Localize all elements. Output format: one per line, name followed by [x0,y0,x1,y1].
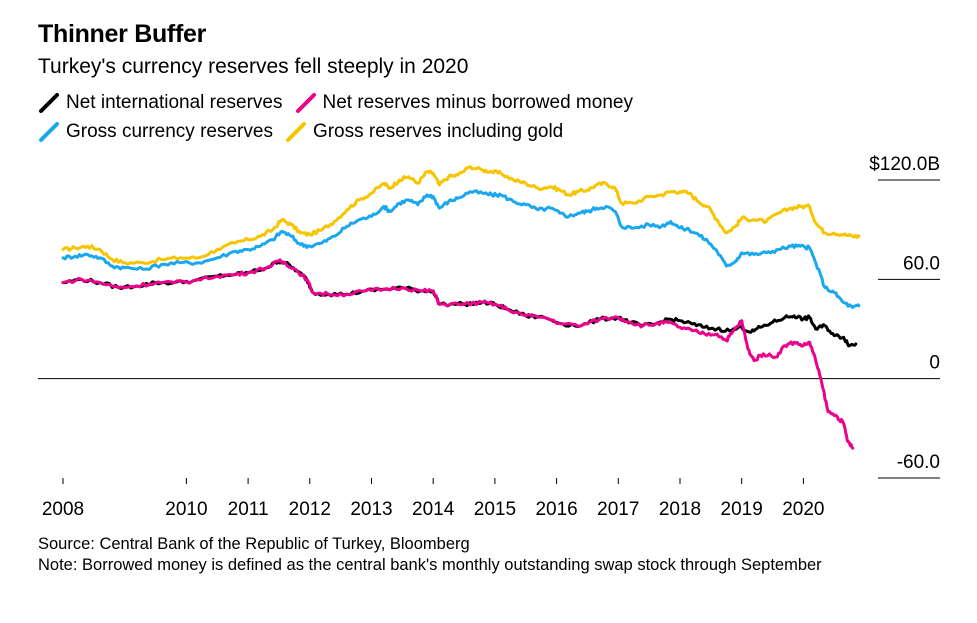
x-tick-label: 2018 [659,499,701,520]
x-tick-label: 2017 [597,499,639,520]
y-tick-label: 0 [929,353,940,374]
x-tick-label: 2014 [412,499,455,520]
x-tick-label: 2015 [474,499,516,520]
x-tick-label: 2019 [721,499,763,520]
legend-item-net-minus-borrowed: Net reserves minus borrowed money [295,92,633,114]
legend-row-2: Gross currency reserves Gross reserves i… [38,121,575,143]
series-line-gross-reserves-including-gold [61,165,861,266]
legend-item-gross-including-gold: Gross reserves including gold [285,121,563,143]
x-tick-label: 2010 [165,499,207,520]
chart-title: Thinner Buffer [38,20,207,48]
series-line-net-reserves-minus-borrowed-money [61,258,855,450]
legend-swatch-net-international [39,93,59,113]
x-tick-label: 2013 [350,499,392,520]
x-tick-label: 2016 [535,499,577,520]
x-tick-label: 2011 [228,499,269,520]
y-tick-label: -60.0 [897,452,940,473]
x-tick-label: 2020 [782,499,824,520]
legend-item-net-international: Net international reserves [38,92,283,114]
x-tick-label: 2008 [42,499,84,520]
x-tick-label: 2012 [289,499,331,520]
chart-subtitle: Turkey's currency reserves fell steeply … [38,55,469,78]
legend-swatch-gross-currency [39,122,59,142]
legend-swatch-gross-including-gold [285,122,306,142]
legend-row-1: Net international reserves Net reserves … [38,92,645,114]
y-tick-label: $120.0B [869,154,940,175]
source-note: Source: Central Bank of the Republic of … [38,535,470,553]
legend-item-gross-currency: Gross currency reserves [38,121,273,143]
series-line-gross-currency-reserves [61,189,861,309]
legend-swatch-net-minus-borrowed [295,93,316,113]
y-tick-label: 60.0 [903,253,940,274]
line-chart: $120.0B 60.0 0 -60.0 2008 2010 2011 2012 2013 201… [38,154,940,520]
legend-label: Gross currency reserves [66,121,273,142]
legend-label: Gross reserves including gold [312,121,564,142]
footnote: Note: Borrowed money is defined as the c… [38,556,822,574]
legend-label: Net reserves minus borrowed money [322,92,633,113]
legend-label: Net international reserves [66,92,283,113]
